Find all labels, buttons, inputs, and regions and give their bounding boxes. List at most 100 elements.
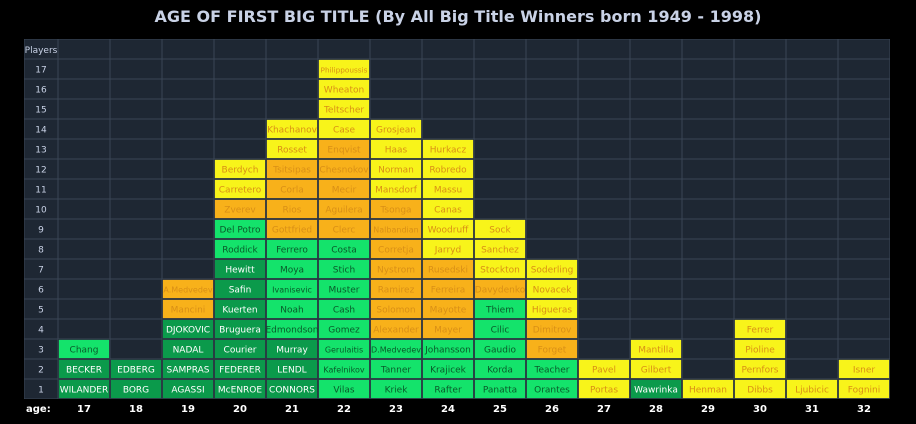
player-name-label: Edmondson bbox=[266, 325, 319, 335]
player-cell bbox=[526, 259, 578, 279]
player-cell bbox=[266, 339, 318, 359]
player-name-label: Haas bbox=[385, 145, 408, 155]
player-cell bbox=[370, 319, 422, 339]
y-tick-label: 12 bbox=[35, 166, 46, 176]
y-tick-label: 3 bbox=[38, 346, 44, 356]
player-name-label: Rosset bbox=[277, 145, 307, 155]
x-tick-label: 29 bbox=[701, 404, 715, 415]
player-name-label: McENROE bbox=[218, 385, 262, 395]
player-name-label: Hewitt bbox=[225, 265, 255, 275]
player-cell bbox=[214, 339, 266, 359]
y-tick-label: 8 bbox=[38, 246, 44, 256]
player-name-label: Safin bbox=[229, 285, 252, 295]
player-name-label: AGASSI bbox=[171, 385, 204, 395]
player-name-label: Del Potro bbox=[220, 225, 261, 235]
player-name-label: Ivanisevic bbox=[272, 285, 312, 294]
player-name-label: Cash bbox=[333, 305, 355, 315]
player-name-label: LENDL bbox=[277, 365, 306, 375]
player-cell bbox=[526, 299, 578, 319]
x-tick-label: 20 bbox=[233, 404, 247, 415]
player-name-label: Wheaton bbox=[324, 85, 364, 95]
player-cell bbox=[578, 379, 630, 399]
player-name-label: Wawrinka bbox=[634, 385, 678, 395]
chart-plot-area: Players 1 2 3 4 5 6 7 8 9 10 11 12 13 14 15 16 17 WILANDER… bbox=[24, 39, 890, 399]
player-name-label: Nystrom bbox=[377, 265, 415, 275]
player-name-label: Gottfried bbox=[272, 225, 312, 235]
player-name-label: Berdych bbox=[222, 165, 259, 175]
player-cell bbox=[526, 379, 578, 399]
player-name-label: Pioline bbox=[745, 345, 775, 355]
player-name-label: Solomon bbox=[376, 305, 415, 315]
player-cell bbox=[630, 359, 682, 379]
player-cell bbox=[474, 279, 526, 299]
player-cell bbox=[370, 139, 422, 159]
player-cell bbox=[318, 319, 370, 339]
player-name-label: Hurkacz bbox=[430, 145, 467, 155]
player-cell bbox=[318, 379, 370, 399]
player-cell bbox=[162, 319, 214, 339]
player-cell bbox=[370, 239, 422, 259]
player-name-label: Gaudio bbox=[484, 345, 516, 355]
x-tick-label: 27 bbox=[597, 404, 611, 415]
player-cell bbox=[266, 199, 318, 219]
player-name-label: Davydenko bbox=[475, 285, 526, 295]
player-name-label: Tsonga bbox=[379, 205, 411, 215]
player-cell bbox=[474, 379, 526, 399]
player-cell bbox=[214, 279, 266, 299]
player-cell bbox=[422, 219, 474, 239]
player-cell bbox=[214, 219, 266, 239]
player-name-label: Mayotte bbox=[430, 305, 467, 315]
player-cell bbox=[318, 119, 370, 139]
x-tick-label: 22 bbox=[337, 404, 351, 415]
player-name-label: Gerulaitis bbox=[325, 345, 363, 354]
x-axis-label: age: bbox=[26, 404, 51, 415]
player-cell bbox=[578, 359, 630, 379]
player-name-label: Carretero bbox=[219, 185, 262, 195]
player-cell bbox=[162, 359, 214, 379]
player-cell bbox=[474, 299, 526, 319]
player-cell bbox=[266, 319, 318, 339]
player-cell bbox=[318, 339, 370, 359]
player-cell bbox=[474, 239, 526, 259]
player-cell bbox=[58, 379, 110, 399]
player-name-label: Mayer bbox=[434, 325, 462, 335]
player-name-label: Teltscher bbox=[323, 105, 364, 115]
player-cell bbox=[266, 279, 318, 299]
x-tick-label: 21 bbox=[285, 404, 299, 415]
player-name-label: Aguilera bbox=[325, 205, 362, 215]
player-name-label: Mecir bbox=[332, 185, 357, 195]
player-name-label: Sanchez bbox=[481, 245, 519, 255]
player-cell bbox=[318, 279, 370, 299]
player-cell bbox=[422, 339, 474, 359]
player-name-label: BECKER bbox=[66, 365, 102, 375]
player-name-label: Rusedski bbox=[428, 265, 468, 275]
player-cell bbox=[110, 359, 162, 379]
player-name-label: Bruguera bbox=[219, 325, 261, 335]
player-name-label: WILANDER bbox=[60, 385, 109, 395]
player-cell bbox=[58, 359, 110, 379]
player-cell bbox=[526, 359, 578, 379]
y-axis-label: Players bbox=[25, 46, 58, 56]
player-name-label: Novacek bbox=[533, 285, 573, 295]
x-tick-label: 18 bbox=[129, 404, 143, 415]
player-cell bbox=[838, 359, 890, 379]
player-cell bbox=[214, 319, 266, 339]
x-tick-label: 32 bbox=[857, 404, 871, 415]
player-name-label: Chesnokov bbox=[319, 165, 369, 175]
player-name-label: Tsitsipas bbox=[272, 165, 311, 175]
player-name-label: D.Medvedev bbox=[371, 345, 421, 354]
y-tick-label: 14 bbox=[35, 126, 47, 136]
y-tick-label: 5 bbox=[38, 306, 44, 316]
player-name-label: Alexander bbox=[373, 325, 419, 335]
player-cell bbox=[422, 359, 474, 379]
player-cell bbox=[474, 219, 526, 239]
player-name-label: Murray bbox=[276, 345, 308, 355]
player-name-label: Gomez bbox=[328, 325, 360, 335]
player-cell bbox=[318, 299, 370, 319]
y-tick-label: 17 bbox=[35, 66, 46, 76]
player-cell bbox=[162, 339, 214, 359]
player-name-label: Kuerten bbox=[222, 305, 257, 315]
player-cell bbox=[318, 239, 370, 259]
player-name-label: Rios bbox=[283, 205, 302, 215]
player-cell bbox=[786, 379, 838, 399]
